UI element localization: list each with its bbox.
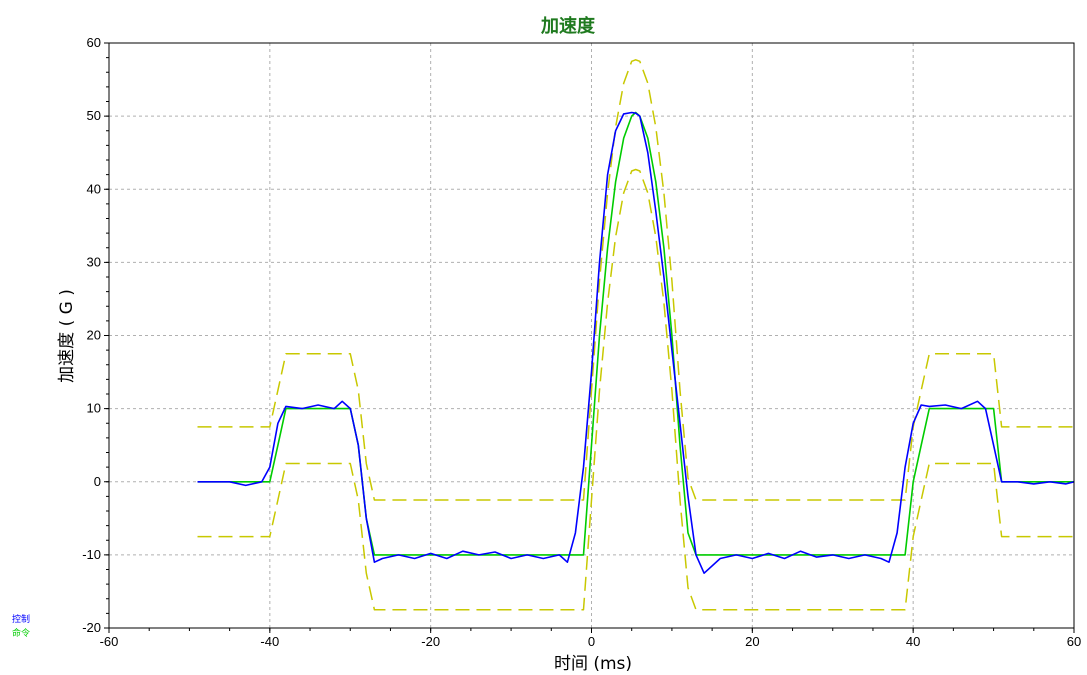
y-tick-label: 40 xyxy=(87,181,101,196)
chart-title: 加速度 xyxy=(540,15,596,37)
y-axis-title: 加速度 ( G ) xyxy=(57,289,77,383)
series-command-line xyxy=(197,111,1074,556)
x-tick-label: 40 xyxy=(906,634,920,649)
x-axis-title: 时间 (ms) xyxy=(554,654,632,674)
x-tick-label: -60 xyxy=(100,634,119,649)
plot-frame xyxy=(108,42,1075,629)
y-tick-label: 0 xyxy=(94,474,101,489)
grid-lines xyxy=(109,43,1074,628)
y-tick-label: 10 xyxy=(87,401,101,416)
y-tick-label: -10 xyxy=(82,547,101,562)
y-tick-label: 30 xyxy=(87,254,101,269)
y-tick-label: 50 xyxy=(87,108,101,123)
x-tick-label: -40 xyxy=(260,634,279,649)
x-tick-label: 20 xyxy=(745,634,759,649)
x-tick-label: -20 xyxy=(421,634,440,649)
series-lower-tolerance-line xyxy=(197,168,1074,611)
y-tick-label: 60 xyxy=(87,35,101,50)
series-control-line xyxy=(197,111,1075,575)
axis-ticks: -60 -40 -20 0 20 40 60 -20 -10 0 10 20 30 40 50 60 xyxy=(82,35,1081,649)
x-tick-label: 60 xyxy=(1067,634,1081,649)
legend-item-control: 控制 xyxy=(12,613,30,625)
series-lines xyxy=(197,59,1075,611)
y-tick-label: 20 xyxy=(87,328,101,343)
legend-item-command: 命令 xyxy=(12,627,30,639)
y-tick-label: -20 xyxy=(82,620,101,635)
x-tick-label: 0 xyxy=(588,634,595,649)
series-upper-tolerance-line xyxy=(197,59,1074,501)
